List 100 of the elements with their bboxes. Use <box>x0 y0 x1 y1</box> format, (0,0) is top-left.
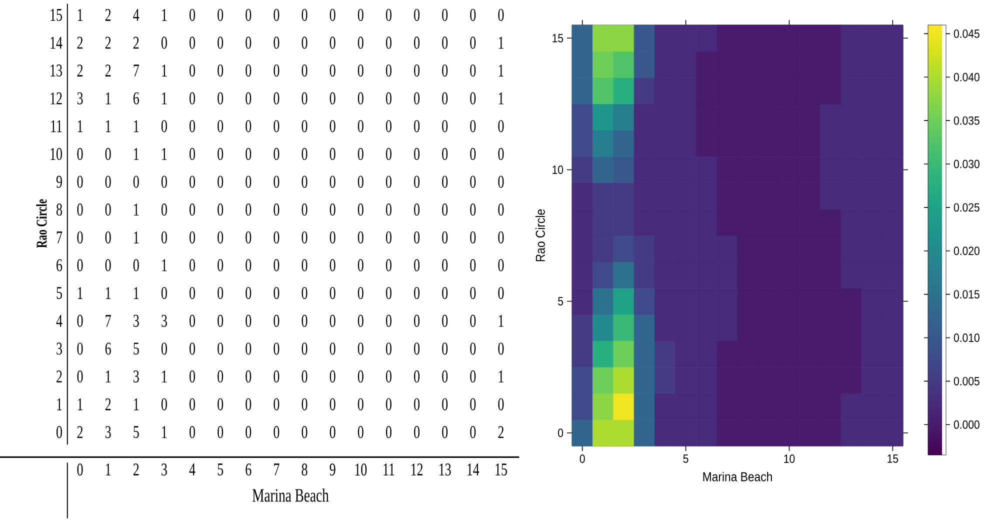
data-label: 0 <box>386 286 392 300</box>
data-label: 0 <box>386 259 392 272</box>
data-label: 0 <box>77 176 83 188</box>
data-label: 0 <box>161 36 167 49</box>
data-label: 0 <box>218 148 224 160</box>
data-label: 0 <box>274 286 280 300</box>
data-label: 0 <box>218 342 224 355</box>
data-label: 0 <box>442 286 448 300</box>
data-label: 0 <box>358 148 364 160</box>
data-label: 1 <box>134 287 139 299</box>
data-label: 0 <box>470 92 476 104</box>
data-label: 7 <box>134 64 140 76</box>
color-bar-label: 0.030 <box>954 160 980 168</box>
data-label: 0 <box>414 120 420 132</box>
data-label: 0 <box>330 204 336 216</box>
data-label: 0 <box>161 398 167 410</box>
data-label: 0 <box>358 231 364 244</box>
data-label: 0 <box>442 204 448 216</box>
data-label: 0 <box>442 148 448 160</box>
data-label: 0 <box>274 120 280 132</box>
data-label: 0 <box>302 8 308 21</box>
data-label: 3 <box>162 314 167 327</box>
data-label: 0 <box>302 120 308 132</box>
data-label: 2 <box>105 398 111 410</box>
data-label: 0 <box>330 64 336 77</box>
y-tick-label: 11 <box>51 120 62 132</box>
data-label: 0 <box>330 426 336 438</box>
data-label: 0 <box>330 176 336 188</box>
data-label: 0 <box>330 370 336 383</box>
data-label: 0 <box>246 92 252 104</box>
data-label: 0 <box>330 398 336 410</box>
data-label: 0 <box>161 120 167 132</box>
data-label: 0 <box>218 36 224 49</box>
data-label: 0 <box>161 342 167 355</box>
color-bar-label: 0.025 <box>954 203 980 212</box>
data-label: 0 <box>470 120 476 132</box>
data-label: 0 <box>190 36 196 49</box>
data-label: 0 <box>442 426 448 438</box>
data-label: 1 <box>106 370 111 382</box>
data-label: 0 <box>246 148 252 160</box>
data-label: 0 <box>358 120 364 132</box>
data-label: 0 <box>190 398 196 410</box>
data-label: 0 <box>442 342 448 355</box>
data-label: 0 <box>246 231 252 244</box>
data-label: 0 <box>498 204 504 216</box>
data-label: 0 <box>470 36 476 49</box>
data-label: 3 <box>134 314 139 327</box>
data-label: 0 <box>105 176 111 188</box>
data-label: 0 <box>77 259 83 272</box>
data-label: 0 <box>470 286 476 300</box>
data-label: 0 <box>330 259 336 272</box>
data-label: 0 <box>498 286 504 300</box>
data-label: 0 <box>414 286 420 300</box>
y-tick-label: 9 <box>56 176 62 188</box>
x-axis-title: Marina Beach <box>703 472 772 482</box>
data-label: 0 <box>442 8 448 21</box>
data-label: 0 <box>442 176 448 188</box>
data-label: 0 <box>414 370 420 383</box>
data-label: 0 <box>414 148 420 160</box>
data-label: 0 <box>77 231 83 244</box>
data-label: 0 <box>274 342 280 355</box>
color-bar-label: 0.045 <box>954 29 980 38</box>
data-label: 0 <box>386 370 392 383</box>
y-axis-title: Rao Circle <box>36 199 47 248</box>
data-label: 0 <box>190 148 196 160</box>
data-label: 0 <box>218 231 224 244</box>
data-label: 0 <box>133 259 139 272</box>
data-label: 0 <box>218 314 224 327</box>
data-label: 0 <box>330 148 336 160</box>
data-label: 1 <box>78 8 82 21</box>
data-label: 1 <box>162 370 167 382</box>
data-label: 0 <box>470 259 476 272</box>
data-label: 0 <box>470 148 476 160</box>
data-label: 0 <box>330 92 336 104</box>
data-label: 0 <box>274 231 280 244</box>
y-tick-label: 12 <box>50 92 62 104</box>
data-label: 0 <box>442 398 448 410</box>
y-axis-title: Rao Circle <box>535 209 545 262</box>
color-bar-label: 0.020 <box>954 246 980 256</box>
data-label: 0 <box>330 231 336 244</box>
data-label: 0 <box>498 231 504 244</box>
data-label: 0 <box>218 370 224 383</box>
data-label: 1 <box>498 92 504 104</box>
data-label: 0 <box>442 370 448 383</box>
data-label: 0 <box>302 92 308 104</box>
data-label: 0 <box>77 314 83 327</box>
x-tick-label: 2 <box>133 464 139 476</box>
data-label: 6 <box>105 342 111 355</box>
data-label: 0 <box>386 92 392 104</box>
data-label: 0 <box>246 64 252 77</box>
x-tick-label: 3 <box>162 464 167 476</box>
x-tick-label: 7 <box>274 464 280 476</box>
data-label: 0 <box>246 342 252 355</box>
data-label: 0 <box>190 120 196 132</box>
data-label: 7 <box>106 314 111 327</box>
x-tick-label: 8 <box>302 464 308 476</box>
data-label: 0 <box>442 314 448 327</box>
data-label: 0 <box>218 204 224 216</box>
color-bar-label: 0.005 <box>954 376 980 386</box>
data-label: 0 <box>190 314 196 327</box>
